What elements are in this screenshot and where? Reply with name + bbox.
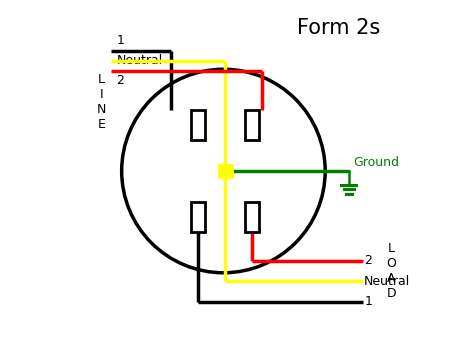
Bar <box>191 110 205 141</box>
Text: Neutral: Neutral <box>117 54 163 67</box>
Bar <box>219 165 232 177</box>
Text: 2: 2 <box>117 74 125 87</box>
Bar <box>245 110 259 141</box>
Text: 1: 1 <box>117 34 125 47</box>
Text: Neutral: Neutral <box>364 275 410 288</box>
Text: L
I
N
E: L I N E <box>97 73 106 131</box>
Text: Form 2s: Form 2s <box>297 18 381 38</box>
Bar <box>191 201 205 232</box>
Text: 2: 2 <box>364 254 372 267</box>
Text: L
O
A
D: L O A D <box>386 242 396 300</box>
Bar <box>245 201 259 232</box>
Text: 1: 1 <box>364 295 372 308</box>
Text: Ground: Ground <box>353 156 399 169</box>
